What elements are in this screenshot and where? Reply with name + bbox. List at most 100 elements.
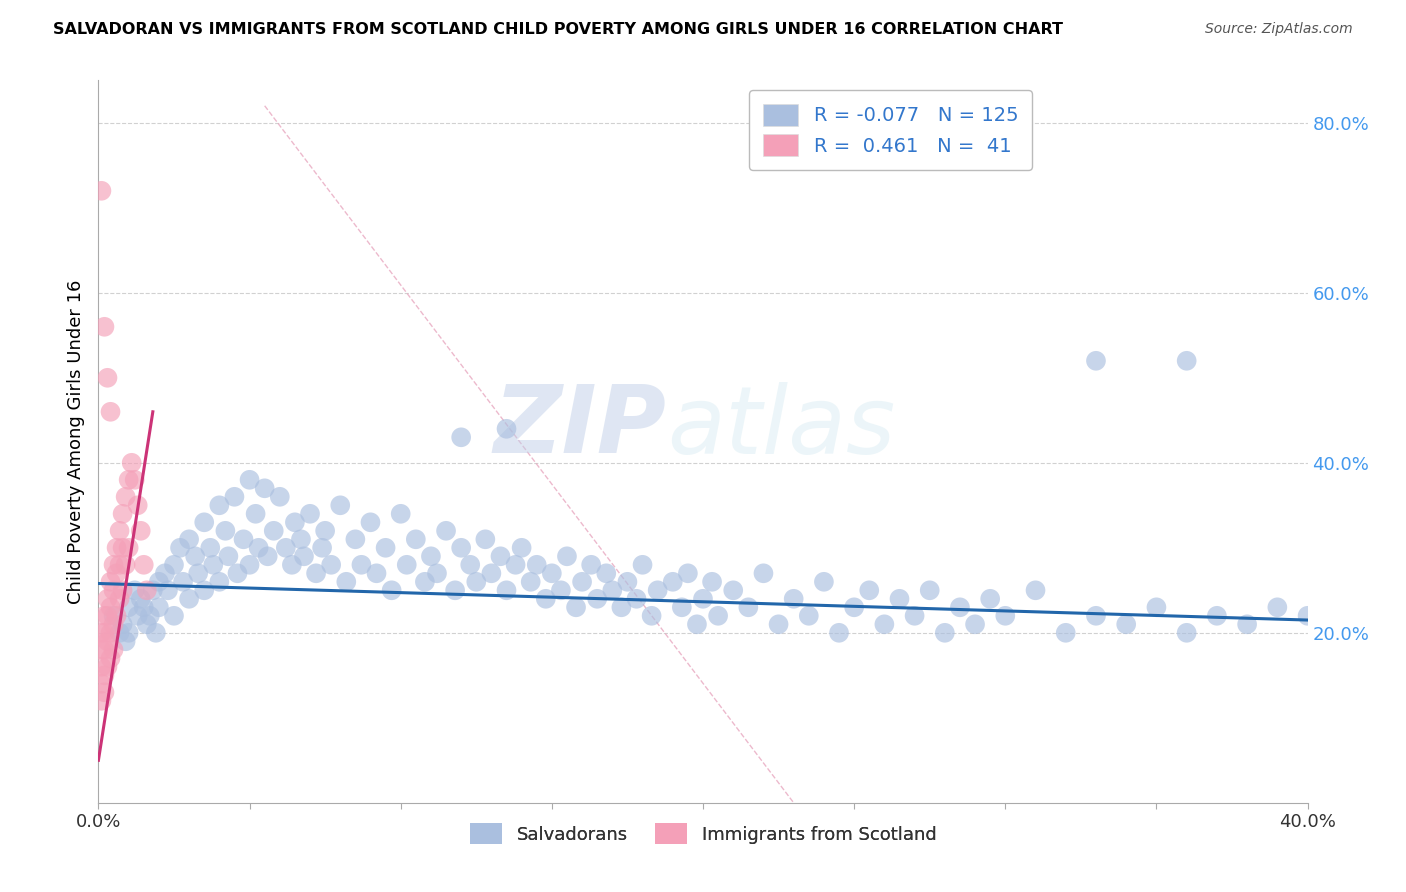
Point: [420, 549, 443, 564]
Point: [1144, 600, 1167, 615]
Point: [224, 490, 246, 504]
Point: [118, 625, 141, 640]
Point: [676, 566, 699, 581]
Point: [93, 319, 115, 334]
Point: [1236, 617, 1258, 632]
Point: [426, 566, 449, 581]
Point: [163, 558, 186, 572]
Text: atlas: atlas: [666, 382, 896, 473]
Point: [108, 524, 131, 538]
Point: [366, 566, 388, 581]
Point: [1085, 353, 1108, 368]
Point: [934, 625, 956, 640]
Point: [148, 574, 170, 589]
Point: [103, 642, 125, 657]
Point: [96, 591, 118, 606]
Point: [540, 566, 562, 581]
Point: [96, 660, 118, 674]
Point: [586, 591, 609, 606]
Point: [949, 600, 972, 615]
Point: [135, 617, 157, 632]
Point: [184, 549, 207, 564]
Point: [965, 617, 987, 632]
Point: [465, 574, 488, 589]
Point: [90, 184, 112, 198]
Point: [90, 694, 112, 708]
Point: [96, 608, 118, 623]
Point: [1175, 625, 1198, 640]
Point: [100, 574, 122, 589]
Point: [93, 625, 115, 640]
Point: [200, 541, 222, 555]
Point: [381, 583, 404, 598]
Point: [350, 558, 373, 572]
Point: [571, 574, 593, 589]
Point: [565, 600, 588, 615]
Text: ZIP: ZIP: [494, 381, 666, 473]
Point: [1024, 583, 1046, 598]
Point: [263, 524, 285, 538]
Point: [108, 558, 131, 572]
Point: [100, 651, 122, 665]
Point: [321, 558, 343, 572]
Point: [994, 608, 1017, 623]
Point: [534, 591, 557, 606]
Point: [686, 617, 709, 632]
Point: [474, 533, 496, 547]
Point: [132, 558, 155, 572]
Point: [127, 608, 149, 623]
Point: [374, 541, 396, 555]
Point: [148, 600, 170, 615]
Point: [389, 507, 412, 521]
Point: [269, 490, 291, 504]
Point: [314, 524, 336, 538]
Point: [828, 625, 851, 640]
Point: [105, 608, 128, 623]
Point: [450, 541, 472, 555]
Point: [232, 533, 254, 547]
Point: [142, 583, 165, 598]
Point: [723, 583, 745, 598]
Point: [93, 608, 115, 623]
Point: [226, 566, 249, 581]
Point: [96, 634, 118, 648]
Point: [172, 574, 194, 589]
Point: [179, 591, 201, 606]
Point: [103, 617, 125, 632]
Point: [700, 574, 723, 589]
Point: [253, 481, 276, 495]
Point: [555, 549, 578, 564]
Point: [114, 634, 136, 648]
Point: [90, 642, 112, 657]
Point: [118, 473, 141, 487]
Point: [505, 558, 527, 572]
Point: [579, 558, 602, 572]
Point: [108, 625, 131, 640]
Point: [450, 430, 472, 444]
Point: [550, 583, 572, 598]
Point: [105, 566, 128, 581]
Point: [132, 600, 155, 615]
Point: [783, 591, 806, 606]
Point: [163, 608, 186, 623]
Point: [335, 574, 357, 589]
Point: [93, 642, 115, 657]
Point: [661, 574, 683, 589]
Point: [124, 583, 146, 598]
Point: [96, 371, 118, 385]
Point: [768, 617, 790, 632]
Point: [217, 549, 239, 564]
Point: [311, 541, 333, 555]
Point: [1115, 617, 1137, 632]
Point: [1267, 600, 1289, 615]
Point: [360, 516, 382, 530]
Point: [139, 608, 162, 623]
Point: [458, 558, 481, 572]
Point: [918, 583, 941, 598]
Point: [692, 591, 714, 606]
Point: [118, 600, 141, 615]
Point: [129, 591, 152, 606]
Point: [135, 583, 157, 598]
Point: [103, 583, 125, 598]
Point: [179, 533, 201, 547]
